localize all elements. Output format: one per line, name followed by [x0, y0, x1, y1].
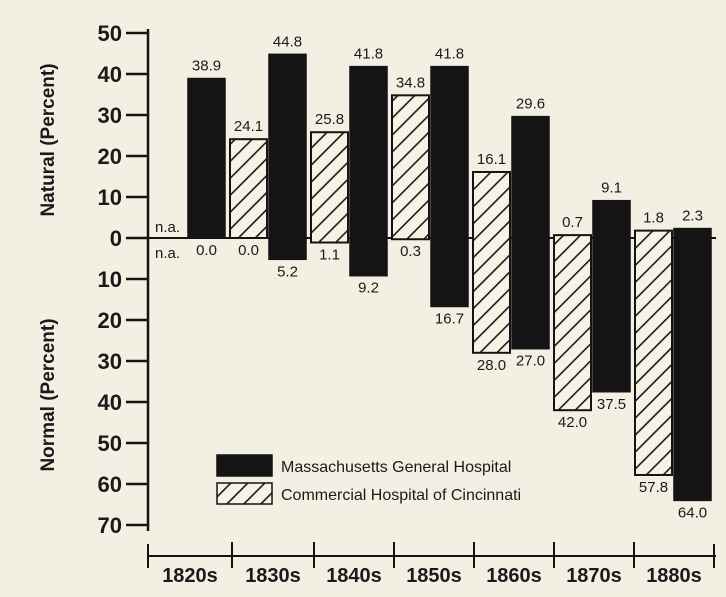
y-tick-label: 30 — [98, 349, 122, 374]
y-axis-title-natural: Natural (Percent) — [38, 63, 59, 216]
data-label: 16.7 — [435, 310, 464, 327]
bar-mgh-1860s — [511, 115, 550, 350]
data-label: 16.1 — [477, 151, 506, 168]
data-label: 25.8 — [315, 111, 344, 128]
data-label: 64.0 — [678, 504, 707, 521]
bar-cincinnati-1870s — [634, 229, 673, 476]
bar-cincinnati-1820s — [229, 138, 268, 239]
x-tick-label-1860s: 1860s — [486, 565, 542, 587]
data-label: 1.8 — [643, 210, 664, 227]
legend: Massachusetts General Hospital Commercia… — [216, 454, 521, 505]
x-tick-label-1850s: 1850s — [406, 565, 462, 587]
bar-cincinnati-1860s — [553, 234, 592, 412]
y-tick-label: 10 — [98, 267, 122, 292]
bar-mgh-1820s — [187, 77, 226, 239]
data-label: 41.8 — [354, 46, 383, 63]
y-tick-label: 10 — [98, 185, 122, 210]
x-tick-label-1820s: 1820s — [162, 565, 218, 587]
x-tick-label-1880s: 1880s — [646, 565, 702, 587]
data-label: 42.0 — [558, 414, 587, 431]
data-label: 24.1 — [234, 118, 263, 135]
legend-label-cincinnati: Commercial Hospital of Cincinnati — [281, 487, 521, 504]
y-tick-label: 0 — [110, 226, 122, 251]
bar-cincinnati-1830s — [310, 131, 349, 244]
bar-cincinnati-1850s — [472, 170, 511, 354]
bar-mgh-1870s — [592, 199, 631, 393]
y-tick-label: 20 — [98, 308, 122, 333]
data-label: 27.0 — [516, 353, 545, 370]
data-label: 9.1 — [601, 180, 622, 197]
data-label: 57.8 — [639, 479, 668, 496]
y-tick-label: 20 — [98, 144, 122, 169]
data-label: 0.3 — [400, 243, 421, 260]
na-label-natural: n.a. — [155, 219, 180, 236]
y-tick-label: 50 — [98, 21, 122, 46]
y-tick-label: 70 — [98, 513, 122, 538]
legend-swatch-mgh — [216, 454, 273, 477]
data-label: 41.8 — [435, 46, 464, 63]
data-label: 37.5 — [597, 396, 626, 413]
bar-mgh-1850s — [430, 65, 469, 308]
bar-mgh-1840s — [349, 65, 388, 277]
bar-mgh-1830s — [268, 53, 307, 261]
y-tick-label: 40 — [98, 390, 122, 415]
x-tick-label-1840s: 1840s — [326, 565, 382, 587]
data-label: 1.1 — [319, 247, 340, 264]
data-label: 29.6 — [516, 96, 545, 113]
y-tick-label: 40 — [98, 62, 122, 87]
y-tick-label: 60 — [98, 472, 122, 497]
bar-mgh-1880s — [673, 227, 712, 502]
y-tick-label: 30 — [98, 103, 122, 128]
bar-cincinnati-1840s — [391, 94, 430, 241]
data-label: 9.2 — [358, 280, 379, 297]
legend-swatch-cincinnati — [216, 482, 273, 505]
data-label: 28.0 — [477, 357, 506, 374]
x-tick-label-1870s: 1870s — [566, 565, 622, 587]
data-label: 2.3 — [682, 208, 703, 225]
data-label: 44.8 — [273, 33, 302, 50]
data-label: 0.0 — [238, 242, 259, 259]
x-tick-label-1830s: 1830s — [245, 565, 301, 587]
data-label: 34.8 — [396, 74, 425, 91]
data-label: 0.0 — [196, 242, 217, 259]
y-axis-title-normal: Normal (Percent) — [38, 318, 59, 471]
na-label-normal: n.a. — [155, 245, 180, 262]
data-label: 0.7 — [562, 214, 583, 231]
data-label: 5.2 — [277, 263, 298, 280]
legend-label-mgh: Massachusetts General Hospital — [281, 459, 511, 476]
data-label: 38.9 — [192, 58, 221, 75]
y-tick-label: 50 — [98, 431, 122, 456]
